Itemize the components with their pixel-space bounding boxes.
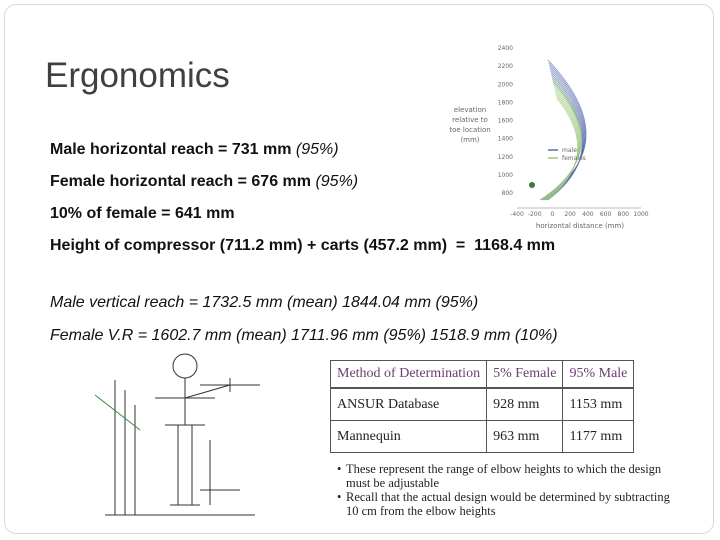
slide-title: Ergonomics: [45, 56, 230, 95]
x-axis-label: horizontal distance (mm): [536, 222, 624, 230]
y-axis-label: toe location: [449, 126, 490, 134]
text-line: 10% of female = 641 mm: [50, 205, 235, 223]
x-tick-label: 600: [600, 211, 612, 218]
text-main: Female horizontal reach = 676 mm: [50, 173, 311, 190]
x-tick-label: 1000: [633, 211, 648, 218]
reach-arc: [545, 92, 579, 201]
table-header-cell: Method of Determination: [329, 360, 488, 389]
text-line: Male horizontal reach = 731 mm (95%): [50, 141, 339, 159]
reach-arc: [539, 75, 583, 201]
data-table: Method of Determination 5% Female 95% Male…: [329, 360, 635, 453]
figure-person: [529, 182, 535, 188]
table-cell: 1153 mm: [562, 387, 635, 421]
y-tick-label: 1200: [498, 154, 513, 161]
reach-arc: [541, 81, 582, 201]
reach-arc: [547, 97, 578, 201]
table-cell: ANSUR Database: [329, 387, 488, 421]
y-axis-label: (mm): [460, 136, 479, 144]
x-tick-label: 800: [618, 211, 630, 218]
text-line: Height of compressor (711.2 mm) + carts …: [50, 237, 555, 255]
x-tick-label: -200: [528, 211, 542, 218]
table-cell: 1177 mm: [562, 420, 635, 453]
table-row: Mannequin 963 mm 1177 mm: [329, 420, 635, 453]
y-tick-label: 1400: [498, 136, 513, 143]
table-header-cell: 5% Female: [486, 360, 564, 389]
y-tick-label: 1800: [498, 99, 513, 106]
x-tick-label: 0: [551, 211, 555, 218]
y-tick-label: 1000: [498, 172, 513, 179]
table-header-row: Method of Determination 5% Female 95% Male: [329, 360, 635, 389]
table-cell: Mannequin: [329, 420, 488, 453]
italic-line: Female V.R = 1602.7 mm (mean) 1711.96 mm…: [50, 327, 558, 344]
text-main: Height of compressor (711.2 mm) + carts …: [50, 237, 556, 254]
note-item: Recall that the actual design would be d…: [337, 490, 676, 518]
note-item: These represent the range of elbow heigh…: [337, 462, 676, 490]
notes: These represent the range of elbow heigh…: [336, 462, 676, 518]
x-tick-label: 400: [582, 211, 594, 218]
table-cell: 928 mm: [486, 387, 564, 421]
y-tick-label: 2200: [498, 63, 513, 70]
table-cell: 963 mm: [486, 420, 564, 453]
text-note: (95%): [295, 141, 339, 158]
reach-arc: [546, 94, 579, 201]
x-tick-label: 200: [564, 211, 576, 218]
y-axis-label: relative to: [452, 116, 488, 124]
legend-label: females: [562, 155, 586, 162]
y-tick-label: 2400: [498, 45, 513, 52]
text-main: 10% of female = 641 mm: [50, 205, 235, 222]
text-line: Female horizontal reach = 676 mm (95%): [50, 173, 358, 191]
legend-label: males: [562, 147, 580, 154]
y-tick-label: 1600: [498, 118, 513, 125]
reach-arc: [540, 78, 582, 201]
table-row: ANSUR Database 928 mm 1153 mm: [329, 387, 635, 421]
x-tick-label: -400: [510, 211, 524, 218]
y-tick-label: 2000: [498, 81, 513, 88]
technical-drawing: [94, 353, 260, 516]
y-axis-label: elevation: [454, 106, 486, 114]
text-main: Male horizontal reach = 731 mm: [50, 141, 292, 158]
slide-frame: [4, 4, 714, 534]
table-header-cell: 95% Male: [562, 360, 635, 389]
y-tick-label: 800: [502, 190, 514, 197]
text-note: (95%): [315, 173, 359, 190]
italic-line: Male vertical reach = 1732.5 mm (mean) 1…: [50, 294, 479, 311]
